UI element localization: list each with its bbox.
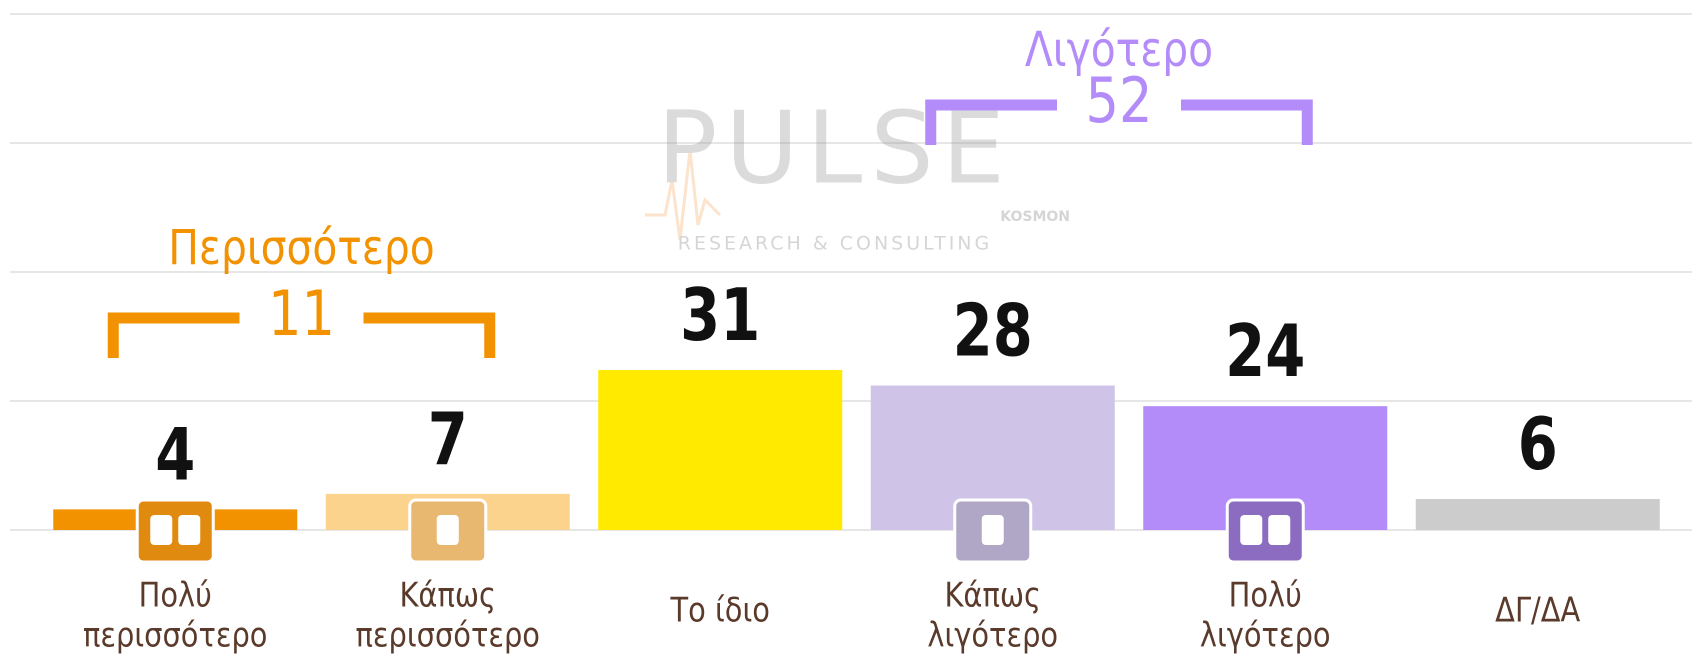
x-tick-label: Πολύ — [1229, 577, 1302, 616]
x-tick-label: λιγότερο — [1200, 617, 1331, 656]
watermark: PULSE KOSMON RESEARCH & CONSULTING — [645, 89, 1070, 255]
group-bracket — [107, 312, 496, 358]
group-value: 52 — [1085, 65, 1152, 137]
icon-box — [135, 498, 215, 564]
watermark-tagline: RESEARCH & CONSULTING — [678, 233, 993, 255]
bar — [598, 370, 843, 530]
icon-thumb — [178, 515, 201, 545]
watermark-sub: KOSMON — [1000, 209, 1070, 225]
value-label: 24 — [1225, 310, 1305, 394]
icon-thumb — [1268, 515, 1291, 545]
x-tick-label: λιγότερο — [927, 617, 1058, 656]
icon-thumb — [436, 515, 459, 545]
grid — [10, 13, 1692, 531]
x-tick-label: περισσότερο — [83, 617, 267, 656]
value-label: 6 — [1518, 403, 1558, 487]
value-label: 28 — [953, 289, 1033, 373]
bar — [1415, 499, 1660, 530]
group-value: 11 — [268, 278, 335, 350]
icon — [408, 498, 488, 564]
icon-box — [1225, 498, 1305, 564]
icon — [135, 498, 215, 564]
group-bracket — [925, 99, 1313, 145]
group-label: Περισσότερο — [168, 220, 435, 276]
icon-thumb — [150, 515, 173, 545]
icon — [1225, 498, 1305, 564]
icon — [953, 498, 1033, 564]
x-tick-label: Κάπως — [944, 577, 1041, 616]
x-tick-label: Κάπως — [399, 577, 496, 616]
icon-thumb — [981, 515, 1004, 545]
x-tick-label: Πολύ — [139, 577, 212, 616]
x-tick-label: ΔΓ/ΔΑ — [1495, 592, 1581, 631]
icon-thumb — [1240, 515, 1263, 545]
group-label: Λιγότερο — [1025, 22, 1213, 78]
value-label: 31 — [680, 274, 760, 358]
watermark-pulse — [645, 149, 722, 241]
value-label: 4 — [155, 413, 195, 497]
value-label: 7 — [428, 398, 468, 482]
x-tick-label: περισσότερο — [356, 617, 540, 656]
x-tick-label: Το ίδιο — [670, 592, 770, 631]
